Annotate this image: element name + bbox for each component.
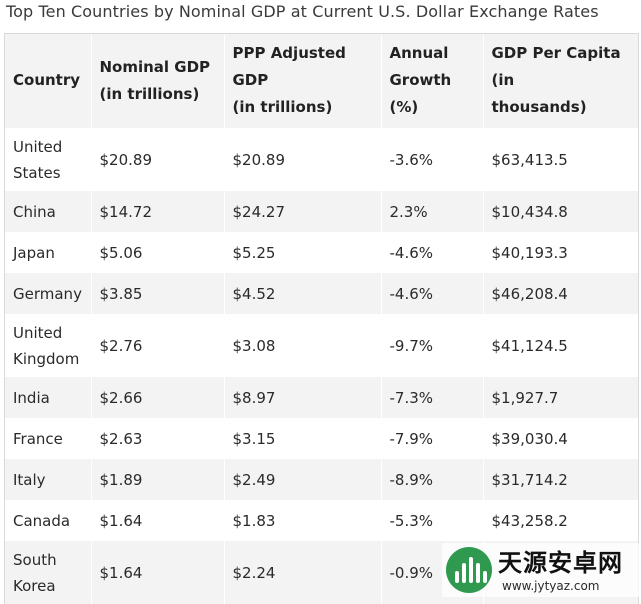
cell-gdp-per-capita: $43,258.2 (482, 500, 638, 541)
cell-ppp-gdp: $2.24 (223, 541, 381, 604)
cell-country: United States (13, 137, 63, 182)
cell-nominal-gdp: $14.72 (90, 191, 224, 232)
cell-country: China (13, 202, 56, 221)
table-row: Canada $1.64 $1.83 -5.3% $43,258.2 (5, 500, 638, 541)
table-row: China $14.72 $24.27 2.3% $10,434.8 (5, 191, 638, 232)
android-logo-icon (446, 547, 492, 593)
cell-annual-growth: -7.3% (380, 377, 483, 418)
cell-nominal-gdp: $20.89 (90, 128, 224, 191)
cell-annual-growth: -7.9% (380, 418, 483, 459)
table-row: Italy $1.89 $2.49 -8.9% $31,714.2 (5, 459, 638, 500)
cell-nominal-gdp: $2.76 (90, 314, 224, 377)
cell-country: South Korea (13, 550, 57, 595)
watermark-url: www.jytyaz.com (502, 579, 600, 593)
cell-ppp-gdp: $3.08 (223, 314, 381, 377)
cell-country: Canada (13, 511, 71, 530)
cell-gdp-per-capita: $63,413.5 (482, 128, 638, 191)
cell-country: India (13, 388, 50, 407)
cell-gdp-per-capita: $41,124.5 (482, 314, 638, 377)
cell-country: France (13, 429, 63, 448)
cell-annual-growth: -4.6% (380, 273, 483, 314)
cell-country: Germany (13, 284, 82, 303)
cell-country: United Kingdom (13, 323, 80, 368)
header-annual-growth: Annual Growth (%) (380, 34, 483, 128)
cell-gdp-per-capita: $39,030.4 (482, 418, 638, 459)
header-country: Country (13, 71, 81, 89)
watermark-title: 天源安卓网 (498, 549, 623, 577)
cell-gdp-per-capita: $46,208.4 (482, 273, 638, 314)
cell-nominal-gdp: $2.66 (90, 377, 224, 418)
cell-nominal-gdp: $1.64 (90, 541, 224, 604)
cell-annual-growth: -3.6% (380, 128, 483, 191)
cell-gdp-per-capita: $10,434.8 (482, 191, 638, 232)
cell-gdp-per-capita: $31,714.2 (482, 459, 638, 500)
cell-annual-growth: 2.3% (380, 191, 483, 232)
table-row: Germany $3.85 $4.52 -4.6% $46,208.4 (5, 273, 638, 314)
header-gdp-per-capita: GDP Per Capita (in thousands) (482, 34, 638, 128)
table-row: United Kingdom $2.76 $3.08 -9.7% $41,124.… (5, 314, 638, 377)
cell-country: Japan (13, 243, 55, 262)
header-nominal-gdp: Nominal GDP (in trillions) (90, 34, 224, 128)
table-row: India $2.66 $8.97 -7.3% $1,927.7 (5, 377, 638, 418)
cell-annual-growth: -8.9% (380, 459, 483, 500)
cell-nominal-gdp: $3.85 (90, 273, 224, 314)
table-row: France $2.63 $3.15 -7.9% $39,030.4 (5, 418, 638, 459)
gdp-table: Country Nominal GDP (in trillions) PPP Ad… (5, 34, 638, 604)
table-header-row: Country Nominal GDP (in trillions) PPP Ad… (5, 34, 638, 128)
gdp-table-container: Country Nominal GDP (in trillions) PPP Ad… (4, 33, 639, 604)
cell-annual-growth: -5.3% (380, 500, 483, 541)
cell-gdp-per-capita: $40,193.3 (482, 232, 638, 273)
cell-ppp-gdp: $2.49 (223, 459, 381, 500)
table-row: Japan $5.06 $5.25 -4.6% $40,193.3 (5, 232, 638, 273)
cell-nominal-gdp: $5.06 (90, 232, 224, 273)
cell-annual-growth: -4.6% (380, 232, 483, 273)
cell-nominal-gdp: $1.64 (90, 500, 224, 541)
cell-nominal-gdp: $1.89 (90, 459, 224, 500)
cell-gdp-per-capita: $1,927.7 (482, 377, 638, 418)
header-ppp-gdp: PPP Adjusted GDP (in trillions) (223, 34, 381, 128)
cell-ppp-gdp: $4.52 (223, 273, 381, 314)
cell-ppp-gdp: $20.89 (223, 128, 381, 191)
cell-annual-growth: -9.7% (380, 314, 483, 377)
cell-ppp-gdp: $1.83 (223, 500, 381, 541)
table-row: United States $20.89 $20.89 -3.6% $63,413… (5, 128, 638, 191)
cell-ppp-gdp: $24.27 (223, 191, 381, 232)
table-caption: Top Ten Countries by Nominal GDP at Curr… (6, 2, 599, 21)
cell-nominal-gdp: $2.63 (90, 418, 224, 459)
cell-ppp-gdp: $3.15 (223, 418, 381, 459)
cell-ppp-gdp: $5.25 (223, 232, 381, 273)
site-watermark: 天源安卓网 www.jytyaz.com (442, 543, 639, 597)
cell-country: Italy (13, 470, 46, 489)
cell-ppp-gdp: $8.97 (223, 377, 381, 418)
